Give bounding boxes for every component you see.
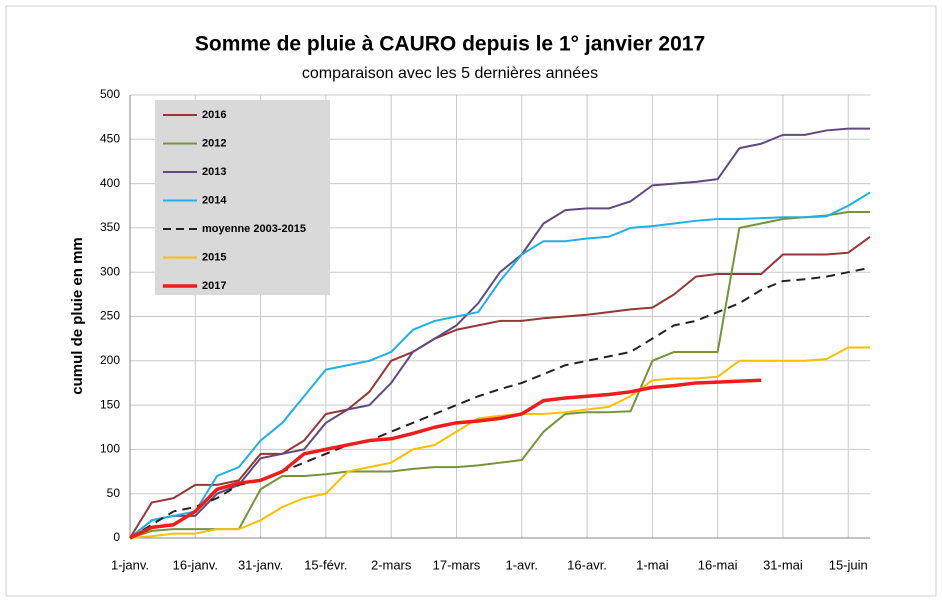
y-tick-label: 350	[100, 220, 120, 234]
y-tick-label: 200	[100, 353, 120, 367]
y-tick-label: 250	[100, 309, 120, 323]
x-tick-label: 1-janv.	[111, 557, 149, 572]
series-line	[129, 235, 871, 539]
x-tick-label: 15-févr.	[304, 557, 347, 572]
x-tick-label: 16-mai	[698, 557, 738, 572]
x-tick-label: 1-avr.	[506, 557, 539, 572]
x-tick-label: 16-avr.	[567, 557, 607, 572]
series-line	[129, 210, 870, 539]
legend-label: 2013	[202, 166, 226, 178]
y-tick-label: 450	[100, 131, 120, 145]
x-tick-label: 2-mars	[371, 557, 412, 572]
y-tick-label: 400	[100, 176, 120, 190]
y-tick-label: 100	[100, 442, 120, 456]
y-axis-label: cumul de pluie en mm	[69, 237, 86, 395]
chart-title: Somme de pluie à CAURO depuis le 1° janv…	[195, 33, 705, 56]
x-tick-label: 17-mars	[433, 557, 481, 572]
legend-label: moyenne 2003-2015	[202, 223, 306, 235]
x-tick-label: 1-mai	[636, 557, 669, 572]
legend-box	[155, 100, 330, 295]
y-tick-label: 500	[100, 87, 120, 101]
x-tick-label: 16-janv.	[173, 557, 218, 572]
series-line	[129, 346, 870, 539]
series-line	[129, 378, 762, 540]
y-tick-label: 300	[100, 264, 120, 278]
x-tick-label: 31-janv.	[238, 557, 283, 572]
y-tick-label: 0	[113, 530, 120, 544]
legend-label: 2015	[202, 251, 226, 263]
series-line	[129, 127, 870, 539]
x-tick-label: 15-juin	[829, 557, 868, 572]
legend-label: 2017	[202, 280, 226, 292]
legend-label: 2016	[202, 109, 226, 121]
y-tick-label: 150	[100, 397, 120, 411]
series-line	[129, 191, 871, 539]
legend-label: 2014	[202, 194, 227, 206]
x-tick-label: 31-mai	[763, 557, 803, 572]
legend-label: 2012	[202, 137, 226, 149]
y-tick-label: 50	[107, 486, 121, 500]
chart-subtitle: comparaison avec les 5 dernières années	[302, 65, 598, 82]
